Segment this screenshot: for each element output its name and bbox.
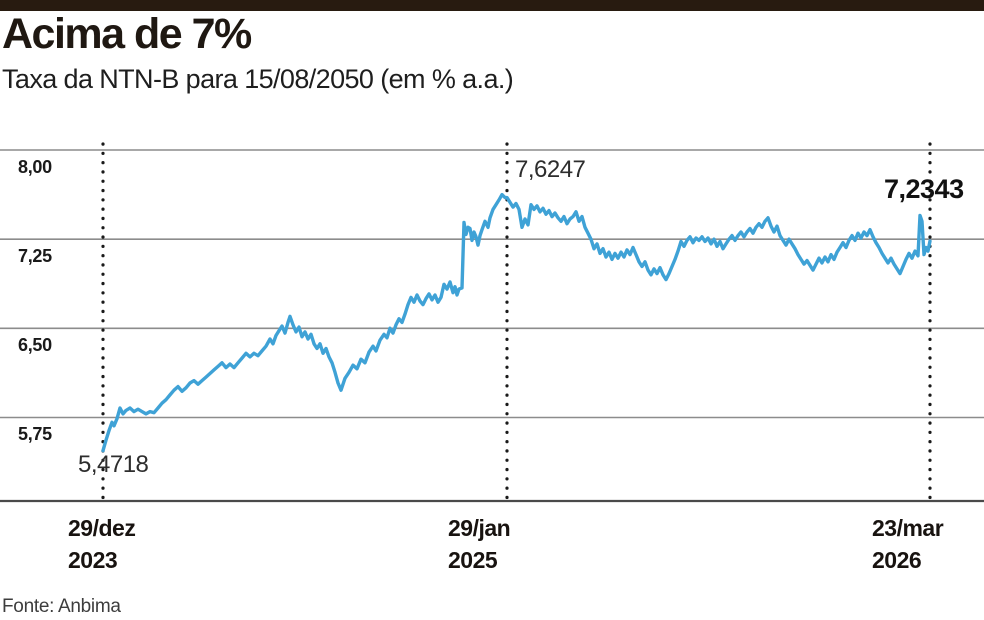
x-tick-29-dez-2023: 29/dez 2023 [68, 512, 136, 576]
x-tick-date: 29/dez [68, 515, 136, 541]
x-tick-year: 2023 [68, 547, 118, 573]
x-tick-date: 29/jan [448, 515, 511, 541]
annotation-start-value: 5,4718 [78, 451, 149, 478]
annotation-peak-value: 7,6247 [515, 156, 586, 183]
x-tick-year: 2026 [872, 547, 922, 573]
x-tick-date: 23/mar [872, 515, 944, 541]
y-tick-5-75: 5,75 [18, 424, 52, 444]
page-title: Acima de 7% [2, 10, 252, 58]
x-tick-29-jan-2025: 29/jan 2025 [448, 512, 511, 576]
y-tick-8-00: 8,00 [18, 157, 52, 177]
source-credit: Fonte: Anbima [2, 596, 121, 617]
x-tick-23-mar-2026: 23/mar 2026 [872, 512, 944, 576]
x-tick-year: 2025 [448, 547, 498, 573]
rate-line-series [101, 192, 932, 453]
chart-subtitle: Taxa da NTN-B para 15/08/2050 (em % a.a.… [2, 64, 514, 94]
annotation-end-value: 7,2343 [884, 174, 964, 204]
y-tick-7-25: 7,25 [18, 246, 52, 266]
top-accent-bar [0, 0, 984, 11]
y-tick-6-50: 6,50 [18, 335, 52, 355]
